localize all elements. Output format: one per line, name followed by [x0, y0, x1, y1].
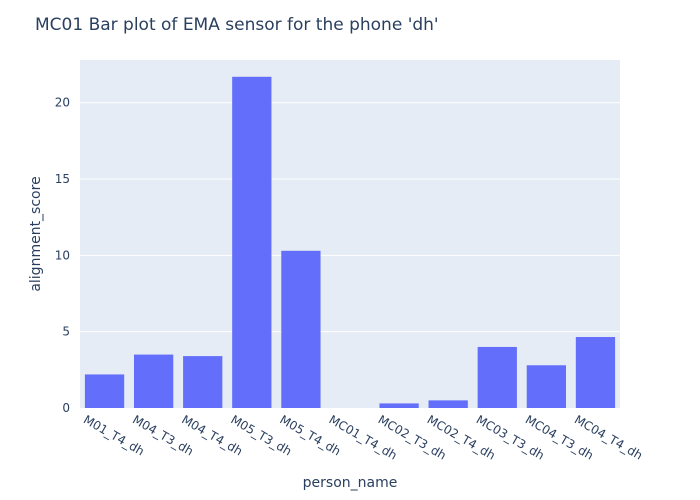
- gridlines: [80, 102, 620, 333]
- bar: [428, 400, 468, 408]
- bar: [134, 354, 174, 408]
- bar: [281, 250, 321, 408]
- y-tick-label: 20: [55, 96, 70, 110]
- bar: [526, 365, 566, 408]
- bars: [84, 76, 616, 408]
- y-tick-label: 15: [55, 172, 70, 186]
- plot-area: [80, 60, 620, 408]
- bar: [477, 346, 517, 408]
- y-tick-label: 5: [62, 325, 70, 339]
- bar: [84, 374, 125, 408]
- bar: [232, 76, 272, 408]
- y-axis-title: alignment_score: [28, 176, 44, 291]
- bar: [575, 337, 616, 408]
- y-tick-label: 10: [55, 248, 70, 262]
- chart-title: MC01 Bar plot of EMA sensor for the phon…: [35, 15, 439, 35]
- x-axis-title: person_name: [303, 475, 398, 491]
- bar: [183, 356, 223, 408]
- bar: [379, 403, 419, 408]
- y-tick-label: 0: [62, 401, 70, 415]
- y-axis-ticks: 0 5 10 15 20: [55, 96, 70, 415]
- x-axis-ticks: M01_T4_dhM04_T3_dhM04_T4_dhM05_T3_dhM05_…: [81, 412, 645, 462]
